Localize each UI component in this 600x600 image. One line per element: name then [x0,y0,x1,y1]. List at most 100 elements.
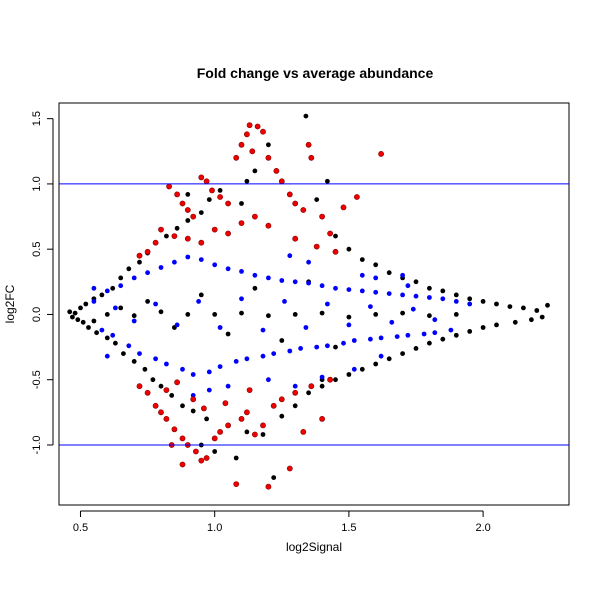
point-blue-75 [306,259,311,265]
point-black-71 [494,322,499,328]
point-black-92 [292,312,298,317]
point-blue-35 [325,343,330,349]
point-blue-86 [378,353,384,359]
point-red-17 [265,154,272,161]
point-blue-59 [174,322,180,328]
point-black-70 [512,319,518,325]
y-tick-label-4: 1.0 [31,176,43,191]
point-black-9 [94,330,99,336]
x-tick-label-1: 1.0 [207,522,222,534]
x-tick-label-2: 1.5 [341,522,356,534]
point-red-31 [152,239,159,246]
point-black-36 [244,178,250,184]
point-black-23 [158,383,164,389]
point-black-51 [333,233,338,239]
point-red-58 [225,422,231,429]
point-blue-34 [319,283,325,289]
point-blue-12 [172,259,177,265]
point-blue-10 [158,265,164,270]
point-black-67 [545,302,550,308]
point-black-21 [150,377,156,383]
point-black-6 [83,301,89,307]
point-blue-24 [252,272,258,278]
point-black-91 [266,313,271,319]
point-black-88 [185,312,191,317]
point-black-24 [164,233,169,239]
point-red-60 [238,415,245,422]
point-blue-40 [359,288,365,294]
point-blue-48 [413,293,419,299]
point-red-55 [203,455,210,461]
point-black-106 [252,285,258,291]
point-red-33 [136,252,143,259]
point-black-102 [145,299,151,304]
point-blue-31 [298,346,303,351]
point-blue-16 [198,257,204,262]
points-layer [67,113,550,490]
point-black-53 [359,257,365,262]
point-black-48 [303,113,309,119]
point-black-64 [507,304,513,309]
point-black-58 [427,285,432,291]
point-blue-28 [279,278,285,283]
point-blue-87 [405,283,411,289]
point-red-53 [192,448,199,455]
point-red-50 [171,426,178,433]
point-red-14 [254,123,261,130]
point-black-30 [198,210,204,216]
point-blue-84 [91,285,97,291]
x-axis-label: log2Signal [286,540,342,554]
point-blue-73 [373,275,379,281]
point-red-32 [144,248,151,255]
point-blue-66 [325,301,330,307]
point-black-99 [400,310,405,316]
point-red-5 [198,174,205,181]
point-blue-71 [432,317,438,323]
point-red-72 [327,376,333,383]
point-blue-79 [266,377,271,383]
point-blue-36 [333,285,338,291]
point-red-51 [179,435,186,442]
point-black-42 [260,432,266,437]
point-black-0 [67,309,73,315]
y-tick-label-0: -1.0 [31,435,43,454]
point-blue-47 [405,332,411,338]
point-black-3 [75,317,81,323]
point-blue-64 [282,299,287,304]
point-red-2 [179,200,186,207]
point-red-43 [313,243,320,250]
point-blue-29 [287,348,293,354]
point-red-80 [174,379,180,386]
point-black-60 [453,292,459,298]
point-black-1 [70,314,75,320]
point-black-105 [225,331,231,337]
point-black-31 [204,416,210,422]
point-red-48 [158,409,164,416]
point-blue-32 [306,280,311,286]
point-black-37 [252,168,258,174]
point-black-62 [480,299,486,304]
point-black-4 [78,305,83,311]
point-black-80 [373,361,379,367]
point-black-17 [131,359,137,364]
point-red-10 [233,154,240,161]
point-blue-4 [118,283,124,289]
point-black-104 [198,292,204,298]
point-red-44 [332,248,339,255]
point-blue-25 [260,353,266,359]
x-axis: 0.5 1.0 1.5 2.0 [73,510,491,534]
point-black-100 [427,313,432,319]
point-black-13 [113,340,118,346]
point-red-42 [292,235,299,242]
point-black-79 [386,356,392,362]
point-blue-45 [394,334,400,339]
point-red-69 [300,428,307,435]
point-blue-13 [180,366,185,372]
point-blue-39 [351,338,357,343]
point-black-16 [126,266,132,272]
point-black-34 [206,197,212,203]
point-black-5 [80,319,86,325]
point-black-43 [279,413,285,419]
point-blue-82 [225,383,231,389]
